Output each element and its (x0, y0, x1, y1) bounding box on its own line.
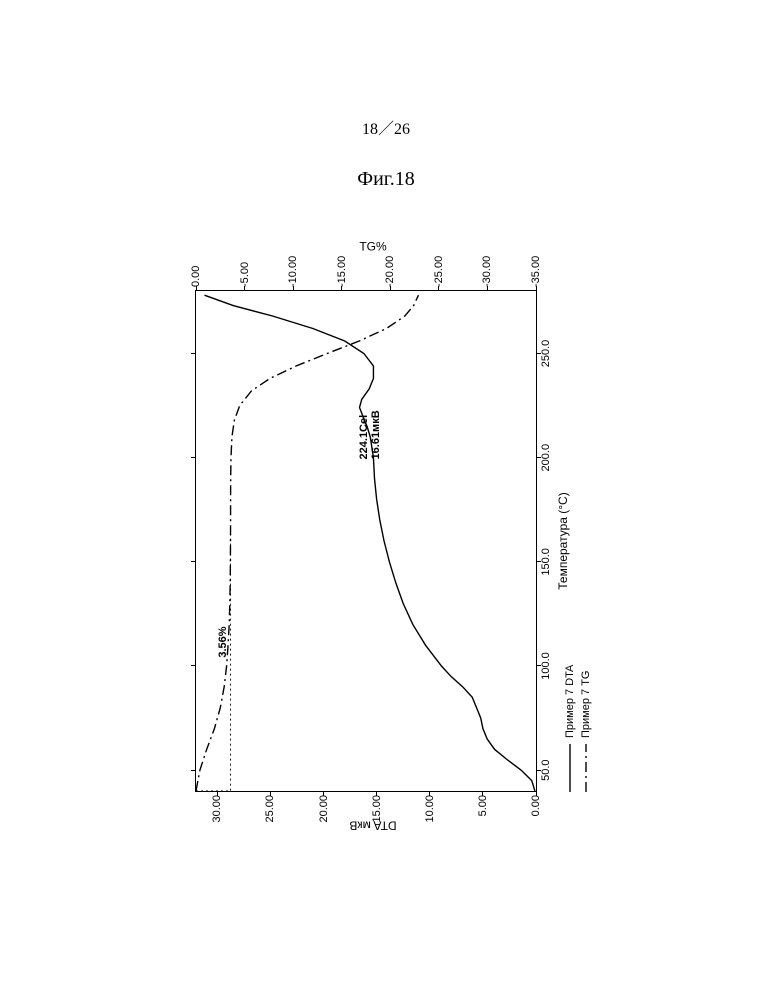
x-tick-label: 150.0 (540, 548, 552, 576)
y-right-tick-label: -30.00 (481, 245, 493, 287)
tg-loss-annotation: 3.56% (217, 626, 229, 657)
plot-area: Температура (°C) DTA мкВ TG% 50.0100.015… (195, 290, 537, 792)
figure-label: Фиг.18 (0, 168, 772, 191)
y-left-tick-label: 10.00 (424, 795, 436, 837)
y-left-tick-label: 25.00 (264, 795, 276, 837)
y-right-axis-label: TG% (359, 240, 386, 254)
x-tick-label: 50.0 (540, 759, 552, 780)
chart-container: Температура (°C) DTA мкВ TG% 50.0100.015… (155, 222, 617, 852)
y-left-tick-label: 20.00 (318, 795, 330, 837)
y-right-tick-label: -35.00 (530, 245, 542, 287)
legend-item: Пример 7 DTA (563, 665, 577, 792)
chart-svg (196, 291, 536, 791)
y-right-tick-label: -5.00 (239, 245, 251, 287)
chart-legend: Пример 7 DTA Пример 7 TG (563, 665, 595, 792)
dta-curve (205, 295, 535, 791)
legend-label: Пример 7 TG (580, 671, 592, 738)
x-tick-label: 250.0 (540, 340, 552, 368)
y-left-tick-label: 5.00 (477, 795, 489, 837)
y-right-tick-label: 0.00 (190, 245, 202, 287)
y-left-tick-label: 30.00 (211, 795, 223, 837)
x-tick-label: 100.0 (540, 652, 552, 680)
page-number: 18／26 (0, 115, 772, 139)
y-right-tick-label: -10.00 (287, 245, 299, 287)
legend-label: Пример 7 DTA (564, 665, 576, 738)
legend-line-icon (563, 744, 577, 792)
y-right-tick-label: -25.00 (433, 245, 445, 287)
y-left-tick-label: 0.00 (530, 795, 542, 837)
y-left-tick-label: 15.00 (371, 795, 383, 837)
legend-item: Пример 7 TG (579, 665, 593, 792)
y-right-tick-label: -15.00 (336, 245, 348, 287)
y-right-tick-label: -20.00 (384, 245, 396, 287)
legend-line-icon (579, 744, 593, 792)
tga-dta-chart: Температура (°C) DTA мкВ TG% 50.0100.015… (155, 222, 617, 852)
x-tick-label: 200.0 (540, 444, 552, 472)
dta-peak-annotation: 224.1Cel16.61мкВ (358, 410, 382, 459)
